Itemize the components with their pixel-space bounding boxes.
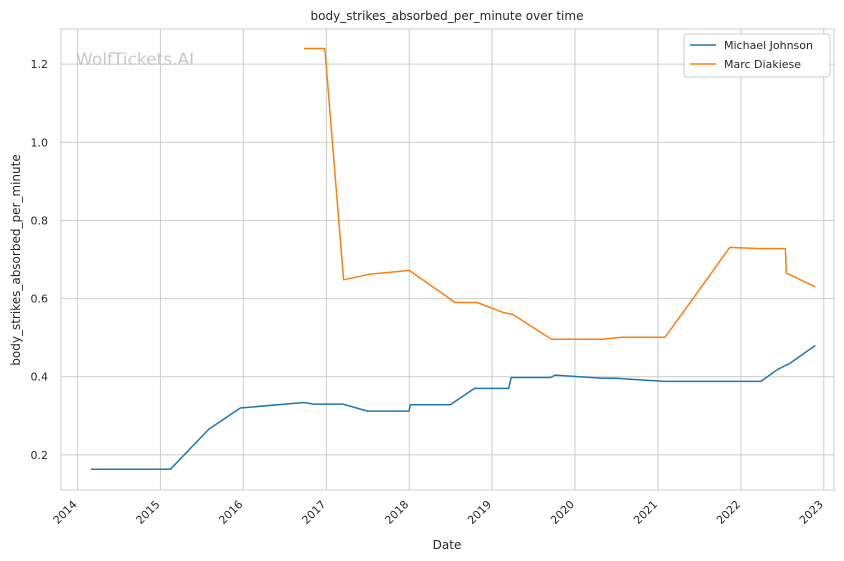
chart-title: body_strikes_absorbed_per_minute over ti… — [311, 9, 584, 23]
series-line-2 — [303, 47, 816, 340]
y-tick-label: 0.2 — [31, 449, 49, 462]
plot-area — [60, 28, 835, 491]
watermark: WolfTickets.AI — [76, 50, 194, 70]
x-axis-label: Date — [433, 538, 462, 552]
y-tick-label: 0.8 — [31, 214, 49, 227]
y-tick-label: 1.0 — [31, 136, 49, 149]
y-grid — [61, 63, 834, 456]
x-tick-label: 2021 — [631, 498, 660, 527]
x-tick-label: 2018 — [382, 498, 411, 527]
series-layer — [91, 47, 816, 471]
y-axis-label: body_strikes_absorbed_per_minute — [9, 154, 23, 365]
x-tick-label: 2017 — [300, 498, 329, 527]
x-grid — [77, 29, 825, 490]
y-tick-label: 0.6 — [31, 293, 49, 306]
x-tick-label: 2019 — [465, 498, 494, 527]
series-line-1 — [91, 344, 816, 471]
legend-label: Marc Diakiese — [724, 58, 801, 71]
x-tick-labels: 2014 2015 2016 2017 2018 2019 2020 2021 2022 2023 — [51, 498, 826, 527]
y-tick-label: 1.2 — [31, 58, 49, 71]
y-tick-label: 0.4 — [31, 371, 49, 384]
x-tick-label: 2016 — [216, 498, 245, 527]
x-tick-label: 2020 — [548, 498, 577, 527]
x-tick-label: 2015 — [134, 498, 163, 527]
x-tick-label: 2023 — [797, 498, 826, 527]
legend-box — [683, 33, 831, 78]
y-tick-labels: 0.2 0.4 0.6 0.8 1.0 1.2 — [31, 58, 49, 462]
x-tick-label: 2022 — [714, 498, 743, 527]
legend: Michael Johnson Marc Diakiese — [683, 33, 831, 78]
legend-label: Michael Johnson — [724, 39, 813, 52]
x-tick-label: 2014 — [51, 498, 80, 527]
